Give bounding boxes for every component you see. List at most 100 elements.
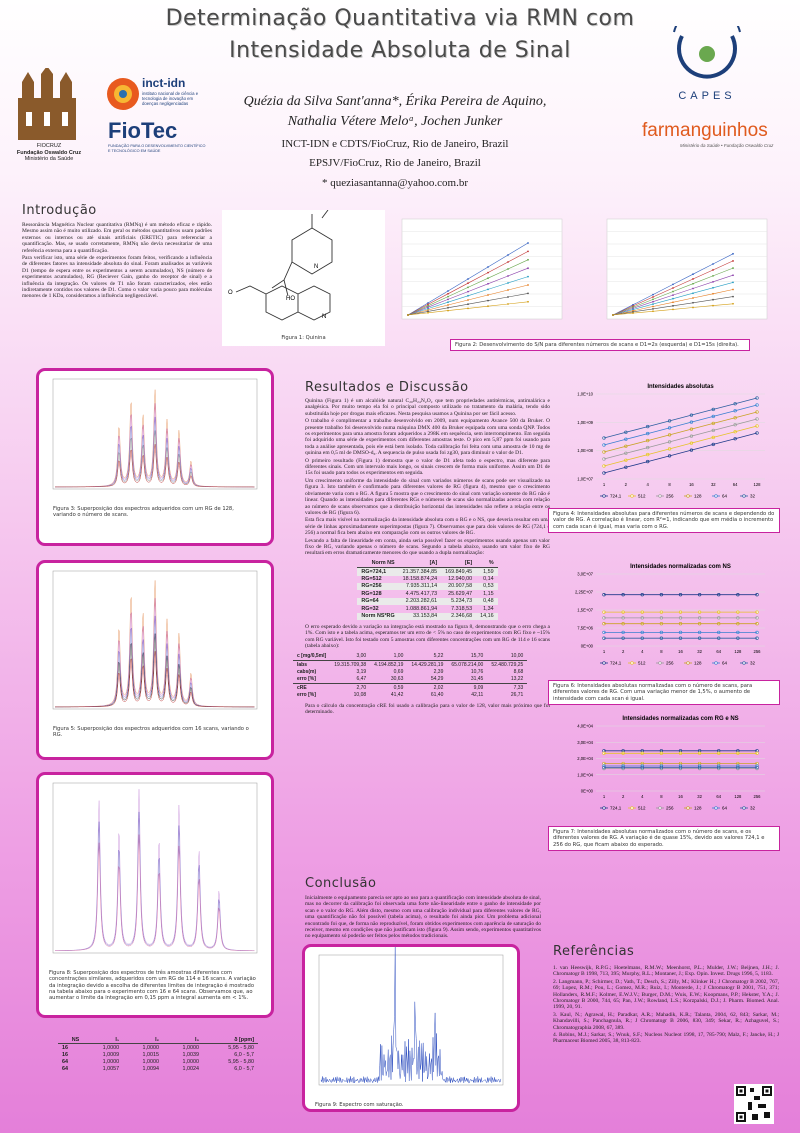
atom-label: O — [228, 290, 233, 296]
x-tick-label: 256 — [754, 649, 762, 654]
figure-5: Figura 5: Superposição dos espectros adq… — [36, 560, 274, 760]
cell: 6,0 - 5,7 — [234, 1065, 254, 1072]
cell: 2.203.282,61 — [405, 598, 438, 605]
trace-decor — [407, 301, 529, 316]
header-cell: δ [ppm] — [202, 1036, 258, 1044]
fiocruz-text: FIOCRUZ Fundação Oswaldo Cruz Ministério… — [4, 143, 94, 163]
cell: 1,34 — [483, 605, 494, 612]
affiliation: INCT-IDN e CDTS/FioCruz, Rio de Janeiro,… — [281, 138, 509, 150]
atom-label: HO — [286, 296, 295, 302]
paragraph: Esta fica mais visível na normalização d… — [305, 517, 550, 537]
conclusion-text: Inicialmente o equipamento parecia ser a… — [305, 895, 541, 940]
cell: 65.078.214,00 — [451, 661, 484, 668]
x-tick-label: 32 — [697, 649, 702, 654]
x-tick-label: 128 — [754, 482, 762, 487]
cell: 2.346,68 — [451, 613, 473, 620]
trace-decor — [603, 432, 758, 474]
cell: 25.629,47 — [448, 590, 473, 597]
cell: 2,70 — [356, 684, 367, 691]
legend-swatch — [686, 494, 690, 498]
spectrum — [52, 378, 258, 490]
legend-label: 512 — [638, 806, 646, 811]
cell: 7.935.311,14 — [406, 583, 438, 590]
fiotec-name: FioTec — [108, 118, 178, 143]
legend-swatch — [714, 661, 718, 665]
x-tick-label: 2 — [622, 794, 625, 799]
legend-label: 724,1 — [610, 494, 622, 499]
y-tick-label: 2,25E+07 — [575, 590, 594, 595]
cell: 13,22 — [510, 676, 524, 683]
trace-decor — [603, 411, 758, 453]
fiotec-sub: FUNDAÇÃO PARA O DESENVOLVIMENTO CIENTÍFI… — [108, 144, 206, 153]
email: * queziasantanna@yahoo.com.br — [321, 177, 469, 189]
legend-swatch — [602, 494, 606, 498]
y-tick-label: 7,5E+06 — [577, 626, 593, 631]
plot-frame — [318, 954, 504, 1086]
trace-decor — [407, 251, 529, 316]
cell: 1,0009 — [102, 1051, 120, 1058]
table-row: RG=64 2.203.282,61 5.234,73 0,48 — [357, 597, 498, 606]
y-tick-label: 1,0E+08 — [577, 448, 593, 453]
trace-decor — [612, 267, 734, 316]
mini-chart: Intensidades normalizadas com RG e NS 4,0… — [577, 716, 765, 811]
table-row: 64 1,0000 1,0000 1,0000 5,95 - 5,80 — [58, 1058, 258, 1065]
x-tick-label: 1 — [603, 482, 606, 487]
trace-decor — [612, 253, 734, 316]
cell: 1,0000 — [182, 1058, 199, 1065]
legend-swatch — [630, 494, 634, 498]
legend-swatch — [714, 494, 718, 498]
cell: 0,48 — [483, 598, 494, 605]
logo-text: Ministério da Saúde — [24, 156, 74, 163]
legend-swatch — [686, 661, 690, 665]
trace-decor — [407, 293, 529, 316]
spectrum-trace — [55, 651, 255, 708]
cell: 9,09 — [473, 684, 484, 691]
table-row: Iabs 19.315.709,38 4.194.852,19 14.429.281,… — [293, 661, 527, 669]
trace-decor — [612, 282, 734, 316]
table-row: RG=256 7.935.311,14 20.907,58 0,53 — [357, 582, 498, 591]
cell: 0,69 — [393, 668, 404, 675]
cell: RG=724,1 — [361, 568, 387, 575]
spectrum-trace — [55, 416, 255, 488]
legend-label: 128 — [694, 494, 702, 499]
cell: 42,11 — [471, 692, 484, 699]
cell: 5,22 — [433, 653, 444, 660]
mini-chart: Intensidades normalizadas com NS 3,0E+07 2… — [575, 564, 765, 666]
table-row: cabs(m) 3,19 0,69 2,39 10,76 8,68 — [293, 668, 527, 675]
table: Norm NS [A] [E]% RG=724,1 21.357.384,85 169.8… — [357, 559, 498, 620]
spectrum-trace — [55, 389, 255, 488]
x-tick-label: 32 — [711, 482, 716, 487]
cell: 19.315.709,38 — [334, 661, 367, 668]
cell: 1,0000 — [142, 1044, 160, 1051]
y-tick-label: 1,0E+04 — [577, 772, 593, 777]
legend-label: 64 — [722, 661, 728, 666]
x-tick-label: 256 — [754, 794, 762, 799]
y-tick-label: 4,0E+04 — [577, 724, 593, 729]
cell: 3,00 — [356, 653, 367, 660]
cell: 1,0039 — [182, 1051, 199, 1058]
cell: 54,29 — [430, 676, 444, 683]
cell: 4.194.852,19 — [374, 661, 404, 668]
cell: 16 — [62, 1051, 68, 1058]
chart-title: Intensidades absolutas — [647, 384, 714, 390]
plot-frame — [52, 782, 258, 954]
legend-label: 64 — [722, 494, 728, 499]
title: Determinação Quantitativa via RMN com — [165, 6, 635, 31]
cell: 6,0 - 5,7 — [234, 1051, 254, 1058]
farmanguinhos-name: farmanguinhos — [642, 120, 768, 141]
trace-decor — [612, 289, 734, 316]
table-row: Norm NS*RG 33.153,84 2.346,68 14,16 — [357, 612, 498, 620]
x-tick-label: 2 — [622, 649, 625, 654]
trace-decor — [612, 296, 734, 316]
cell: erro [%] — [297, 676, 316, 683]
spectrum-trace — [55, 834, 255, 952]
cell: 0,59 — [393, 684, 404, 691]
trace-decor — [612, 260, 734, 316]
table-row: erro [%] 6,47 30,63 54,29 31,45 13,22 — [293, 676, 527, 684]
table-header: NS I₁ I₂ I₃ δ [ppm] — [58, 1036, 258, 1044]
caption: Figura 1: Quinina — [281, 335, 326, 341]
caption: Figura 6: Intensidades absolutas normali… — [548, 680, 780, 705]
cell: 0,53 — [483, 583, 494, 590]
chart-title: Intensidades normalizadas com RG e NS — [622, 716, 738, 722]
header-cell: Norm NS — [357, 559, 399, 569]
